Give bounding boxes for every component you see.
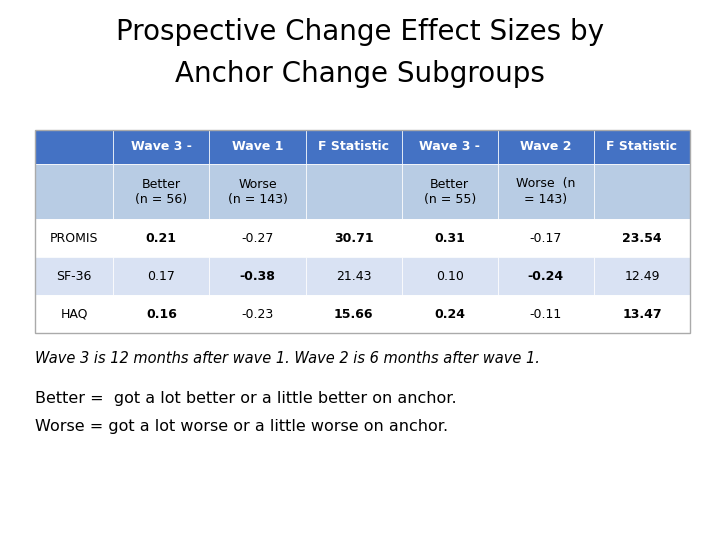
Bar — [594, 295, 690, 333]
Bar — [35, 130, 113, 164]
Bar — [210, 295, 305, 333]
Bar — [594, 219, 690, 257]
Text: Wave 1: Wave 1 — [232, 140, 283, 153]
Bar — [35, 257, 113, 295]
Text: 15.66: 15.66 — [334, 307, 374, 321]
Bar — [113, 219, 210, 257]
Bar — [402, 295, 498, 333]
Text: Worse = got a lot worse or a little worse on anchor.: Worse = got a lot worse or a little wors… — [35, 419, 448, 434]
Bar — [35, 219, 113, 257]
Text: Prospective Change Effect Sizes by: Prospective Change Effect Sizes by — [116, 18, 604, 46]
Text: Better
(n = 56): Better (n = 56) — [135, 178, 187, 206]
Text: HAQ: HAQ — [60, 307, 88, 321]
Bar — [210, 130, 305, 164]
Text: SF-36: SF-36 — [56, 269, 92, 282]
Bar — [594, 164, 690, 219]
Bar — [113, 130, 210, 164]
Text: Better =  got a lot better or a little better on anchor.: Better = got a lot better or a little be… — [35, 391, 456, 406]
Text: 12.49: 12.49 — [624, 269, 660, 282]
Text: F Statistic: F Statistic — [318, 140, 389, 153]
Bar — [498, 219, 594, 257]
Text: 13.47: 13.47 — [622, 307, 662, 321]
Bar — [498, 257, 594, 295]
Bar — [594, 257, 690, 295]
Bar — [305, 257, 402, 295]
Bar — [113, 257, 210, 295]
Text: Worse
(n = 143): Worse (n = 143) — [228, 178, 287, 206]
Bar — [35, 164, 113, 219]
Text: 0.21: 0.21 — [146, 232, 177, 245]
Text: 23.54: 23.54 — [622, 232, 662, 245]
Text: Wave 3 -: Wave 3 - — [419, 140, 480, 153]
Bar — [498, 295, 594, 333]
Text: -0.27: -0.27 — [241, 232, 274, 245]
Bar — [402, 164, 498, 219]
Text: -0.38: -0.38 — [240, 269, 276, 282]
Bar — [305, 130, 402, 164]
Bar — [305, 219, 402, 257]
Text: Anchor Change Subgroups: Anchor Change Subgroups — [175, 60, 545, 88]
Text: Wave 3 is 12 months after wave 1. Wave 2 is 6 months after wave 1.: Wave 3 is 12 months after wave 1. Wave 2… — [35, 351, 540, 366]
Text: 0.16: 0.16 — [146, 307, 177, 321]
Bar — [498, 164, 594, 219]
Bar — [402, 257, 498, 295]
Text: 30.71: 30.71 — [334, 232, 374, 245]
Text: 0.31: 0.31 — [434, 232, 465, 245]
Text: Worse  (n
= 143): Worse (n = 143) — [516, 178, 575, 206]
Text: -0.24: -0.24 — [528, 269, 564, 282]
Text: 21.43: 21.43 — [336, 269, 372, 282]
Bar — [113, 164, 210, 219]
Bar — [305, 295, 402, 333]
Text: Wave 2: Wave 2 — [520, 140, 572, 153]
Bar — [498, 130, 594, 164]
Bar — [594, 130, 690, 164]
Text: F Statistic: F Statistic — [606, 140, 678, 153]
Text: -0.17: -0.17 — [530, 232, 562, 245]
Text: PROMIS: PROMIS — [50, 232, 99, 245]
Bar — [305, 164, 402, 219]
Bar — [210, 164, 305, 219]
Bar — [402, 130, 498, 164]
Bar — [210, 219, 305, 257]
Text: -0.11: -0.11 — [530, 307, 562, 321]
Text: -0.23: -0.23 — [241, 307, 274, 321]
Bar — [113, 295, 210, 333]
Bar — [35, 295, 113, 333]
Text: 0.10: 0.10 — [436, 269, 464, 282]
Bar — [35, 130, 690, 333]
Bar — [402, 219, 498, 257]
Bar — [210, 257, 305, 295]
Text: 0.24: 0.24 — [434, 307, 465, 321]
Text: 0.17: 0.17 — [148, 269, 175, 282]
Text: Wave 3 -: Wave 3 - — [131, 140, 192, 153]
Text: Better
(n = 55): Better (n = 55) — [423, 178, 476, 206]
